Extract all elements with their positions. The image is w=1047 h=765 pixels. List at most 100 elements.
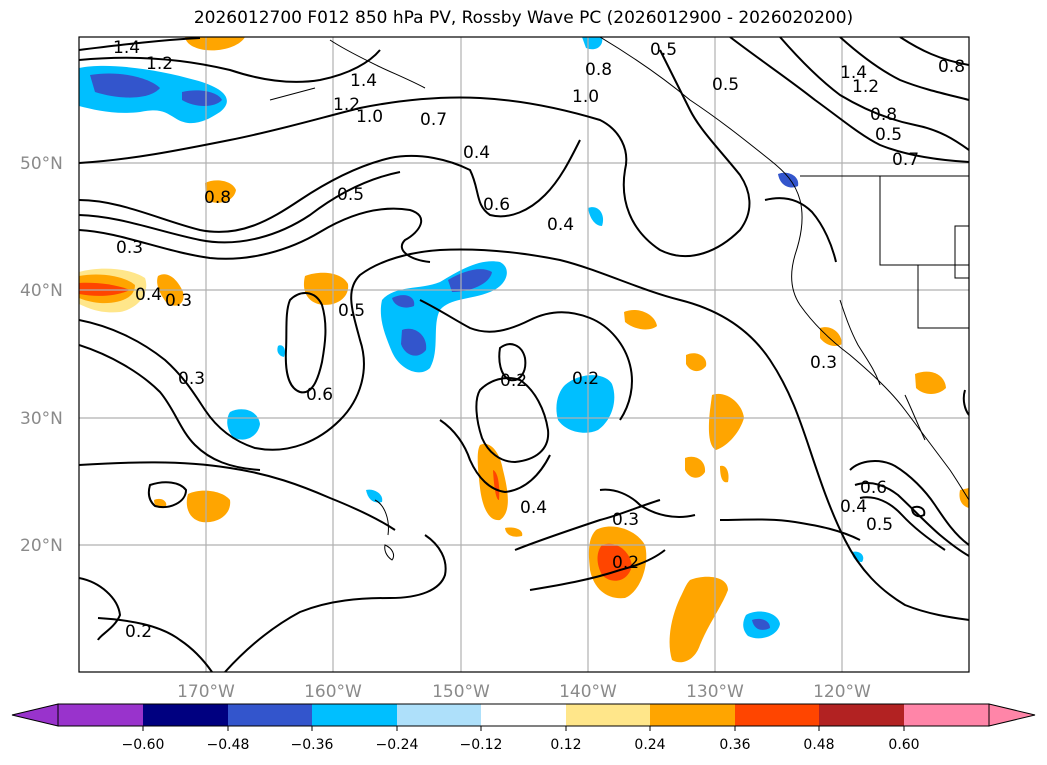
lon-label: 120°W	[813, 682, 871, 702]
colorbar-tick-label: −0.12	[460, 737, 503, 753]
positive-anomaly-region	[669, 576, 728, 663]
contour-label: 0.5	[338, 301, 365, 321]
contour-label: 0.3	[810, 353, 837, 373]
contour-label: 0.2	[612, 553, 639, 573]
shading-layer	[79, 37, 969, 663]
colorbar-segment	[904, 704, 989, 726]
negative-anomaly-region	[588, 207, 604, 226]
positive-anomaly-core	[493, 470, 500, 500]
contour-label: 1.4	[113, 38, 140, 58]
colorbar-tick-label: −0.24	[376, 737, 419, 753]
contour-label: 0.5	[650, 40, 677, 60]
coastlines	[269, 37, 969, 561]
lon-label: 130°W	[686, 682, 744, 702]
positive-anomaly-region	[205, 180, 236, 203]
lon-label: 170°W	[177, 682, 235, 702]
colorbar: −0.60 −0.48 −0.36 −0.24 −0.12 0.12 0.24 …	[11, 703, 1036, 753]
negative-anomaly-region	[582, 37, 603, 50]
contour-label: 0.8	[870, 105, 897, 125]
negative-anomaly-core	[392, 295, 415, 308]
contour-label: 0.5	[875, 125, 902, 145]
colorbar-segment	[143, 704, 228, 726]
colorbar-segment	[312, 704, 397, 726]
contour-label: 0.3	[178, 369, 205, 389]
colorbar-segment	[58, 704, 143, 726]
colorbar-segment	[650, 704, 735, 726]
contour-label: 1.2	[333, 95, 360, 115]
positive-anomaly-region	[505, 527, 523, 537]
colorbar-segment	[481, 704, 566, 726]
positive-anomaly-region	[708, 393, 744, 450]
positive-anomaly-region	[820, 327, 842, 346]
contour-label: 0.6	[860, 478, 887, 498]
lat-label: 40°N	[20, 281, 63, 301]
contour-label: 0.5	[866, 515, 893, 535]
contour-label: 0.4	[840, 497, 867, 517]
positive-anomaly-region	[915, 371, 946, 394]
negative-anomaly-core	[448, 269, 492, 292]
contour-label-layer: 1.4 1.2 1.4 1.2 1.0 0.7 0.4 0.5 0.8 1.0 …	[113, 38, 965, 642]
positive-anomaly-region	[186, 490, 231, 523]
contour-label: 0.8	[585, 60, 612, 80]
colorbar-extend-right	[988, 703, 1036, 727]
colorbar-tick-label: −0.48	[207, 737, 250, 753]
positive-anomaly-core	[79, 282, 130, 296]
contour-label: 1.4	[350, 71, 377, 91]
negative-anomaly-core	[90, 73, 160, 98]
contour-label: 0.6	[483, 195, 510, 215]
contour-label: 1.2	[146, 54, 173, 74]
colorbar-segment	[819, 704, 904, 726]
lat-label: 20°N	[20, 536, 63, 556]
lat-label: 30°N	[20, 409, 63, 429]
contour-label: 0.2	[125, 622, 152, 642]
map-title: 2026012700 F012 850 hPa PV, Rossby Wave …	[193, 8, 854, 28]
contour-label: 0.7	[892, 150, 919, 170]
contour-label: 0.2	[500, 371, 527, 391]
colorbar-tick-label: 0.48	[803, 737, 834, 753]
colorbar-tick-label: 0.36	[719, 737, 750, 753]
contour-label: 0.6	[306, 385, 333, 405]
lon-label: 150°W	[432, 682, 490, 702]
positive-anomaly-region	[624, 309, 657, 330]
positive-anomaly-region	[959, 488, 969, 508]
contour-label: 0.3	[116, 238, 143, 258]
colorbar-segment	[397, 704, 481, 726]
negative-anomaly-core	[752, 618, 770, 630]
colorbar-segment	[735, 704, 819, 726]
colorbar-segment	[566, 704, 650, 726]
contour-label: 0.8	[938, 57, 965, 77]
contour-label: 0.8	[204, 188, 231, 208]
colorbar-segment	[228, 704, 312, 726]
contour-label: 1.0	[356, 107, 383, 127]
colorbar-tick-label: 0.12	[550, 737, 581, 753]
contour-label: 0.5	[712, 75, 739, 95]
contour-label: 1.2	[852, 77, 879, 97]
pv-contours	[79, 37, 969, 672]
contour-label: 1.4	[840, 63, 867, 83]
plot-frame	[78, 36, 970, 673]
contour-label: 0.4	[547, 215, 574, 235]
contour-label: 0.3	[612, 510, 639, 530]
colorbar-tick-label: −0.60	[122, 737, 165, 753]
positive-anomaly-core	[597, 543, 632, 581]
negative-anomaly-region	[227, 409, 260, 440]
negative-anomaly-core	[401, 328, 427, 356]
positive-anomaly-region	[477, 443, 508, 521]
graticule	[79, 37, 969, 672]
colorbar-tick-label: 0.60	[888, 737, 919, 753]
contour-label: 0.7	[420, 110, 447, 130]
negative-anomaly-region	[852, 551, 864, 562]
contour-label: 0.2	[572, 369, 599, 389]
contour-label: 1.0	[572, 87, 599, 107]
colorbar-tick-label: −0.36	[291, 737, 334, 753]
lat-label: 50°N	[20, 154, 63, 174]
lon-label: 160°W	[304, 682, 362, 702]
colorbar-frame	[57, 703, 990, 727]
colorbar-extend-left	[11, 703, 59, 727]
contour-label: 0.5	[337, 185, 364, 205]
positive-anomaly-region	[185, 37, 245, 51]
negative-anomaly-core	[182, 90, 222, 106]
contour-label: 0.4	[135, 285, 162, 305]
positive-anomaly-region	[685, 456, 706, 478]
